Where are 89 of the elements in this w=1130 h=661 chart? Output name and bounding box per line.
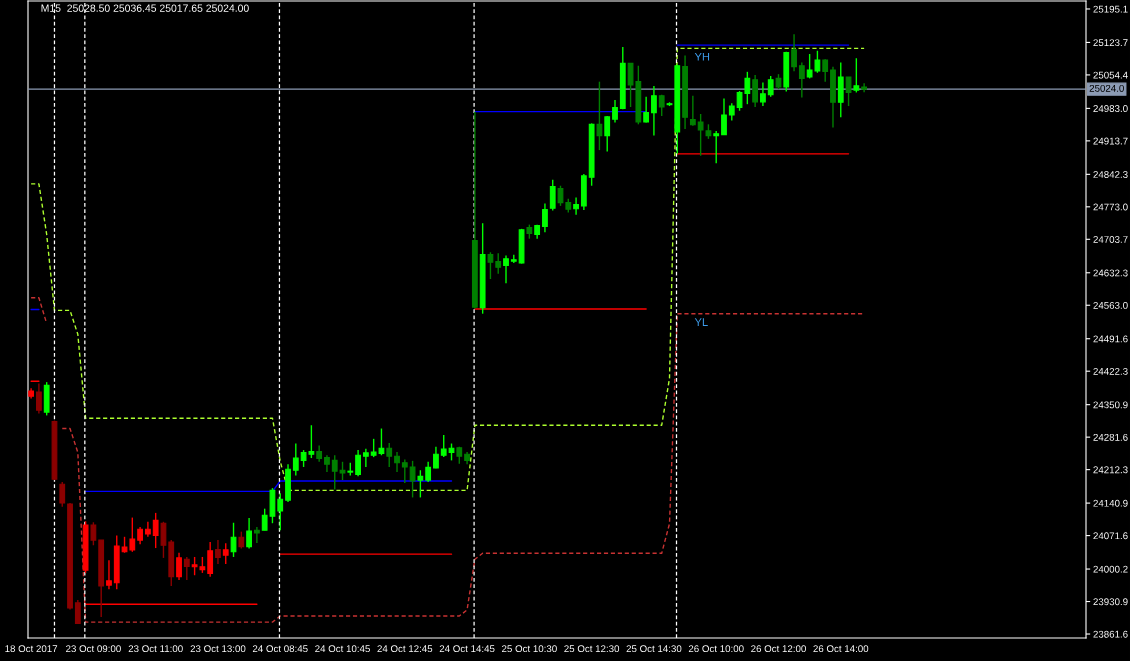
candlestick <box>760 81 766 107</box>
candlestick <box>106 559 112 590</box>
candlestick <box>713 130 720 164</box>
candlestick <box>355 449 361 478</box>
candlestick <box>604 115 611 153</box>
y-tick-label: 24350.9 <box>1093 401 1128 409</box>
candlestick <box>36 382 42 415</box>
candlestick <box>596 80 603 151</box>
candlestick <box>152 512 159 549</box>
candlestick <box>160 521 167 559</box>
candlestick <box>74 599 81 625</box>
y-tick-label: 24842.3 <box>1093 171 1128 178</box>
candlestick <box>549 178 556 212</box>
candlestick <box>440 434 447 458</box>
annotation: YH <box>694 52 710 61</box>
x-tick-label: 25 Oct 14:30 <box>626 645 682 653</box>
y-tick-label: 24632.3 <box>1093 269 1128 277</box>
x-tick-label: 24 Oct 12:45 <box>377 645 433 653</box>
y-tick-label: 25123.7 <box>1093 39 1128 47</box>
candlestick <box>59 481 66 508</box>
y-tick-label: 25054.4 <box>1093 71 1128 79</box>
x-tick-label: 23 Oct 11:00 <box>128 645 183 653</box>
candlestick <box>425 461 432 483</box>
candlestick <box>417 469 424 499</box>
x-tick-label: 23 Oct 09:00 <box>66 645 121 653</box>
candlestick <box>651 85 657 137</box>
candlestick <box>845 76 852 107</box>
x-tick-label: 25 Oct 12:30 <box>564 645 620 653</box>
y-tick-label: 24000.2 <box>1093 565 1128 573</box>
x-tick-label: 24 Oct 14:45 <box>439 645 495 653</box>
x-tick-label: 24 Oct 10:45 <box>315 645 370 653</box>
candlestick <box>277 492 284 531</box>
x-tick-label: 26 Oct 12:00 <box>751 645 806 653</box>
y-tick-label: 24773.0 <box>1093 203 1128 211</box>
y-tick-label: 24913.7 <box>1093 137 1128 145</box>
candlestick <box>542 202 548 233</box>
x-tick-label: 25 Oct 10:30 <box>502 645 557 653</box>
y-tick-label: 24212.3 <box>1093 466 1128 474</box>
candlestick <box>409 460 416 499</box>
y-tick-label: 24563.0 <box>1093 301 1128 309</box>
candlestick <box>612 99 618 124</box>
candlestick <box>230 522 237 558</box>
y-tick-label: 24071.6 <box>1093 532 1128 540</box>
candlestick <box>853 57 860 94</box>
annotation: YL <box>694 318 708 326</box>
x-tick-label: 26 Oct 14:00 <box>813 645 869 653</box>
candlestick <box>394 451 400 473</box>
candlestick <box>643 95 650 124</box>
y-tick-label: 24281.6 <box>1093 433 1128 441</box>
x-tick-label: 23 Oct 13:00 <box>190 645 246 653</box>
candlestick <box>246 517 252 550</box>
ref-line-label: 25024.0 <box>1089 84 1124 92</box>
y-tick-label: 24422.3 <box>1093 367 1128 375</box>
candlestick <box>689 95 696 127</box>
y-tick-label: 23930.9 <box>1093 598 1128 606</box>
x-tick-label: 26 Oct 10:00 <box>688 645 744 653</box>
y-tick-label: 24491.6 <box>1093 335 1128 343</box>
candlestick <box>433 446 439 470</box>
y-tick-label: 24140.9 <box>1093 499 1128 507</box>
candlestick <box>292 442 299 477</box>
candlestick <box>339 461 346 481</box>
candlestick <box>386 442 393 468</box>
x-tick-label: 24 Oct 08:45 <box>252 645 308 653</box>
candlestick <box>215 539 221 565</box>
candlestick <box>495 252 502 275</box>
candlestick <box>573 196 579 216</box>
candlestick <box>822 58 829 83</box>
candlestick <box>207 541 214 578</box>
candlestick <box>362 447 369 468</box>
candlestick <box>331 454 338 491</box>
y-tick-label: 23861.6 <box>1093 630 1128 638</box>
candlestick <box>721 97 727 136</box>
y-tick-label: 24983.0 <box>1093 105 1128 112</box>
candlestick <box>401 458 408 484</box>
candlestick <box>791 33 797 73</box>
y-tick-label: 25195.1 <box>1093 5 1128 13</box>
candlestick <box>253 526 260 544</box>
candlestick <box>176 552 182 581</box>
candlestick <box>183 556 190 581</box>
candlestick <box>487 251 494 280</box>
candlestick <box>503 254 509 284</box>
y-tick-label: 24703.7 <box>1093 236 1128 243</box>
x-tick-label: 18 Oct 2017 <box>5 645 58 653</box>
candlestick <box>767 75 774 98</box>
candlestick <box>222 542 229 565</box>
candlestick <box>90 521 97 546</box>
candlestick <box>752 74 759 108</box>
candlestick <box>798 61 805 99</box>
chart-title: M15 25028.50 25036.45 25017.65 25024.00 <box>41 4 249 12</box>
